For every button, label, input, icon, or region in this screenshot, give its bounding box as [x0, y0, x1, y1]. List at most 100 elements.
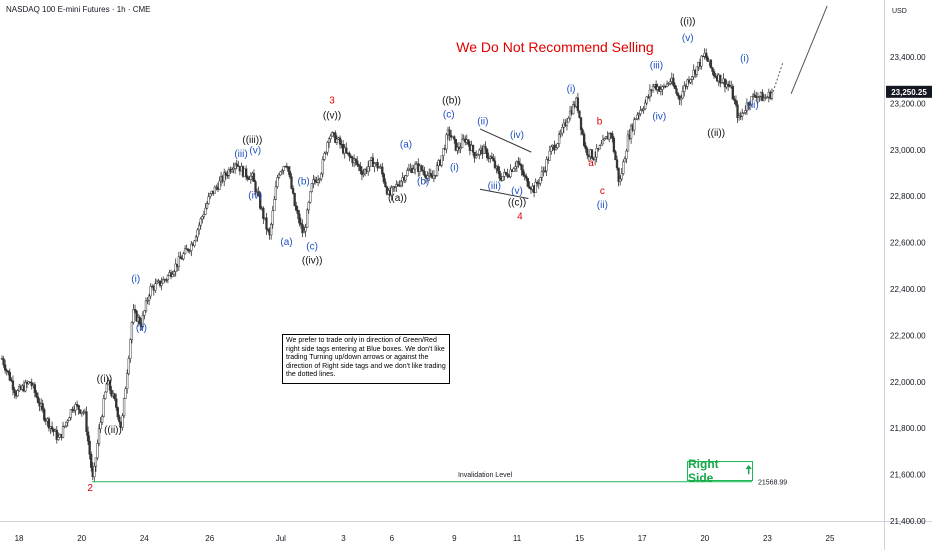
candle: [557, 130, 561, 148]
candle: [338, 135, 342, 149]
candle: [611, 131, 614, 143]
candle: [501, 176, 504, 182]
candle: [728, 80, 731, 88]
candle: [68, 416, 71, 421]
projection-path: [772, 5, 828, 94]
candle: [280, 168, 284, 175]
candle: [230, 166, 234, 174]
candle: [90, 451, 93, 472]
wave-label: (v): [249, 145, 261, 156]
candle: [420, 164, 423, 172]
y-tick-label: 22,000.00: [890, 378, 926, 387]
candle: [282, 166, 285, 175]
candle: [770, 88, 774, 101]
candle: [540, 166, 544, 182]
candle: [712, 68, 716, 79]
candle: [307, 200, 310, 214]
candle: [726, 80, 730, 91]
candle: [520, 163, 523, 176]
candle: [10, 377, 13, 383]
wave-label: ((i)): [680, 17, 696, 28]
candle: [514, 161, 517, 172]
warning-text: We Do Not Recommend Selling: [456, 39, 653, 55]
candle: [753, 90, 756, 98]
candle: [302, 225, 306, 234]
candle: [432, 170, 436, 183]
candle: [349, 154, 353, 159]
candle: [625, 148, 628, 164]
candle: [271, 205, 274, 229]
wave-label: 4: [517, 211, 523, 222]
candle: [373, 162, 376, 173]
candle: [667, 82, 670, 86]
candle: [583, 131, 586, 148]
candle: [492, 154, 495, 162]
candle: [665, 80, 669, 88]
candle: [448, 126, 451, 142]
candle: [739, 111, 742, 120]
x-tick-label: Jul: [276, 534, 286, 543]
candle: [348, 151, 351, 162]
candle: [680, 94, 683, 106]
candle: [299, 217, 303, 229]
candle: [2, 356, 5, 368]
candle: [686, 78, 689, 90]
candle: [69, 408, 73, 421]
candle: [644, 99, 647, 111]
candle: [518, 158, 522, 167]
candle: [362, 168, 365, 178]
candle: [133, 304, 137, 314]
candle: [287, 166, 290, 175]
candle: [359, 162, 362, 174]
candle: [118, 414, 121, 425]
candle: [74, 402, 77, 416]
candle: [658, 85, 661, 92]
candle: [406, 167, 409, 177]
candle: [296, 206, 299, 219]
wave-label: ((a)): [388, 193, 407, 204]
candle: [75, 400, 79, 407]
candle: [88, 435, 91, 460]
candle: [367, 161, 370, 176]
candle: [357, 163, 360, 172]
candle: [454, 139, 457, 152]
candle: [295, 201, 298, 212]
candle: [130, 321, 134, 344]
candle: [63, 425, 66, 429]
candle: [629, 123, 633, 144]
candle: [661, 85, 664, 96]
candle: [512, 166, 515, 172]
candle: [298, 210, 301, 227]
candle: [202, 210, 206, 220]
candle: [166, 274, 170, 284]
candle: [126, 369, 129, 394]
candle: [234, 162, 237, 174]
candle: [623, 156, 626, 163]
wave-label: (iv): [248, 191, 262, 202]
candle: [565, 118, 569, 131]
candle: [135, 309, 138, 322]
arrow-up-icon: 🠅: [745, 462, 752, 477]
candle: [620, 167, 623, 182]
candle: [13, 386, 16, 399]
candle: [442, 148, 445, 161]
candle: [116, 406, 119, 420]
candle: [523, 171, 526, 181]
candle: [190, 240, 193, 257]
candle: [276, 175, 279, 189]
candle: [318, 177, 321, 184]
candle: [196, 228, 199, 242]
candle: [249, 172, 252, 184]
candle: [761, 89, 764, 102]
candle: [345, 142, 348, 154]
y-tick-label: 22,600.00: [890, 239, 926, 248]
wave-label: a: [588, 158, 594, 169]
candle: [689, 78, 692, 85]
candle: [590, 149, 594, 160]
candle: [423, 166, 426, 178]
candle: [127, 355, 130, 376]
candle: [493, 156, 497, 170]
candle: [102, 394, 105, 418]
candle: [24, 379, 27, 393]
